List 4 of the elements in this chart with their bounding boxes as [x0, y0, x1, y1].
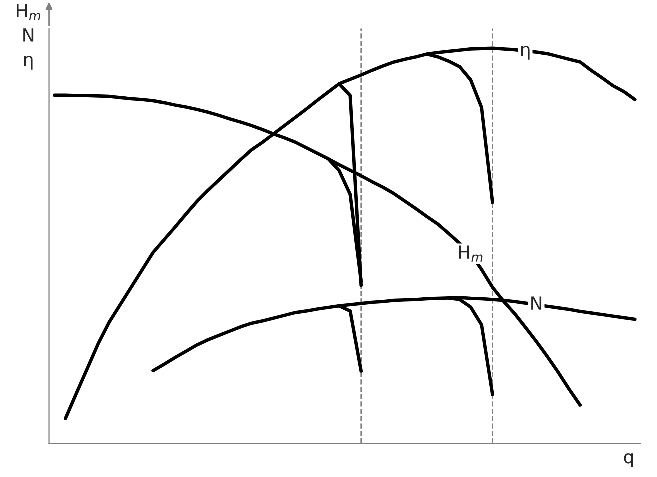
- x-axis-title: q: [624, 453, 634, 468]
- series-label: N: [532, 296, 542, 310]
- y-axis-title: H$_{m}$ N η: [16, 4, 40, 70]
- series-label: η: [522, 46, 530, 60]
